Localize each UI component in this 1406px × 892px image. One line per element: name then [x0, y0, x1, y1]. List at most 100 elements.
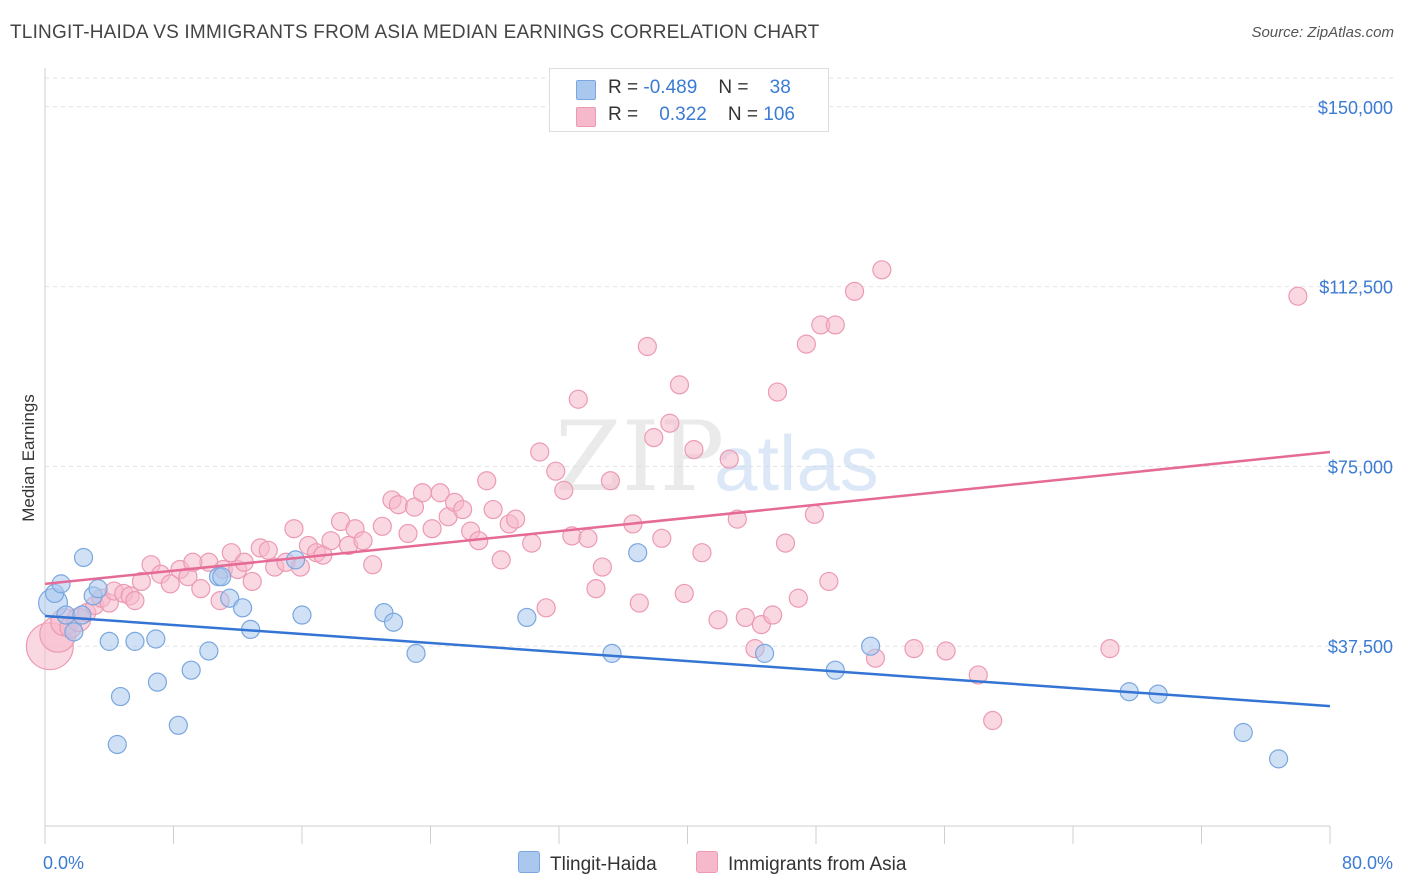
point-immigrants-from-asia — [804, 504, 824, 524]
point-immigrants-from-asia — [191, 579, 211, 599]
point-tlingit-haida — [628, 543, 648, 563]
point-immigrants-from-asia — [637, 336, 657, 357]
point-tlingit-haida — [220, 588, 240, 608]
point-tlingit-haida — [88, 579, 108, 599]
point-immigrants-from-asia — [1288, 286, 1308, 306]
point-tlingit-haida — [383, 612, 404, 632]
point-tlingit-haida — [64, 622, 84, 642]
point-immigrants-from-asia — [872, 260, 892, 280]
point-immigrants-from-asia — [477, 471, 497, 491]
point-immigrants-from-asia — [372, 516, 392, 536]
axes — [44, 68, 1331, 844]
trendlines — [44, 450, 1331, 708]
point-immigrants-from-asia — [183, 552, 203, 572]
point-immigrants-from-asia — [819, 571, 839, 592]
point-immigrants-from-asia — [936, 641, 956, 661]
point-tlingit-haida — [168, 715, 188, 735]
point-immigrants-from-asia — [708, 610, 728, 630]
point-immigrants-from-asia — [536, 598, 556, 618]
legend-r-label: R = — [608, 104, 639, 125]
point-tlingit-haida — [72, 605, 92, 625]
point-immigrants-from-asia — [125, 591, 145, 611]
point-immigrants-from-asia — [388, 495, 408, 515]
point-immigrants-from-asia — [522, 533, 542, 553]
point-immigrants-from-asia — [422, 519, 442, 539]
point-immigrants-from-asia — [684, 440, 704, 460]
point-immigrants-from-asia — [904, 638, 924, 659]
point-tlingit-haida — [517, 607, 537, 628]
point-immigrants-from-asia — [530, 442, 550, 462]
legend-r-label: R = — [608, 77, 639, 98]
point-immigrants-from-asia — [430, 483, 450, 503]
x-tick-label: 80.0% — [1342, 853, 1393, 873]
point-immigrants-from-asia — [258, 540, 278, 560]
bottom-legend-tlingit-haida: Tlingit-Haida — [518, 851, 657, 876]
tick-labels: $37,500 $75,000 $112,500 $150,000 0.0% 80.0% — [43, 98, 1393, 873]
point-tlingit-haida — [292, 605, 312, 625]
point-immigrants-from-asia — [412, 483, 433, 503]
chart-title: TLINGIT-HAIDA VS IMMIGRANTS FROM ASIA ME… — [10, 22, 820, 43]
point-immigrants-from-asia — [788, 588, 808, 608]
point-immigrants-from-asia — [554, 480, 574, 500]
point-immigrants-from-asia — [568, 389, 588, 409]
trendline-immigrants-from-asia — [44, 450, 1331, 586]
bottom-legend-label: Immigrants from Asia — [728, 854, 907, 875]
point-immigrants-from-asia — [592, 557, 612, 577]
point-immigrants-from-asia — [763, 605, 783, 625]
point-immigrants-from-asia — [546, 461, 566, 481]
point-immigrants-from-asia — [727, 509, 747, 529]
legend-r-value: -0.489 — [643, 77, 698, 98]
point-immigrants-from-asia — [629, 593, 649, 613]
point-immigrants-from-asia — [506, 509, 526, 529]
point-tlingit-haida — [754, 643, 775, 663]
point-tlingit-haida — [199, 641, 219, 661]
legend-swatch-pink — [576, 107, 596, 127]
watermark-atlas: atlas — [714, 419, 879, 507]
point-immigrants-from-asia — [600, 471, 621, 491]
point-tlingit-haida — [56, 605, 76, 625]
point-immigrants-from-asia — [674, 583, 694, 604]
point-tlingit-haida — [99, 631, 119, 651]
point-tlingit-haida — [110, 686, 131, 707]
bottom-legend-label: Tlingit-Haida — [550, 854, 657, 875]
point-immigrants-from-asia — [284, 519, 304, 539]
point-tlingit-haida — [232, 598, 253, 618]
point-immigrants-from-asia — [242, 571, 262, 592]
y-tick-label: $112,500 — [1319, 278, 1393, 298]
point-tlingit-haida — [1233, 722, 1253, 743]
point-immigrants-from-asia — [968, 665, 988, 685]
point-immigrants-from-asia — [221, 543, 241, 563]
point-immigrants-from-asia — [453, 499, 473, 520]
legend-n-value: 106 — [763, 104, 795, 125]
point-tlingit-haida — [146, 629, 166, 649]
point-tlingit-haida — [212, 567, 232, 587]
point-immigrants-from-asia — [586, 579, 606, 599]
point-immigrants-from-asia — [483, 499, 503, 520]
point-immigrants-from-asia — [735, 607, 755, 628]
point-tlingit-haida — [73, 547, 94, 568]
point-immigrants-from-asia — [669, 375, 690, 395]
point-immigrants-from-asia — [844, 281, 865, 301]
bottom-legend-immigrants-from-asia: Immigrants from Asia — [696, 851, 906, 876]
point-immigrants-from-asia — [644, 428, 664, 448]
point-immigrants-from-asia — [321, 531, 341, 551]
source-label: Source: ZipAtlas.com — [1251, 24, 1394, 41]
point-immigrants-from-asia — [719, 449, 739, 469]
point-tlingit-haida — [125, 631, 145, 651]
point-immigrants-from-asia — [363, 555, 383, 575]
point-tlingit-haida — [147, 672, 168, 692]
bottom-legend-swatch-pink — [696, 851, 718, 873]
point-immigrants-from-asia — [692, 543, 712, 563]
point-immigrants-from-asia — [983, 710, 1003, 731]
legend-r-value: 0.322 — [659, 104, 707, 125]
point-immigrants-from-asia — [404, 497, 425, 517]
watermark: ZIP atlas — [555, 401, 879, 513]
point-immigrants-from-asia — [353, 531, 373, 551]
point-immigrants-from-asia — [775, 533, 796, 553]
legend-n-label: N = — [718, 77, 749, 98]
legend-n-value: 38 — [769, 77, 791, 98]
y-tick-label: $75,000 — [1328, 457, 1393, 477]
point-immigrants-from-asia — [398, 523, 418, 544]
point-tlingit-haida — [406, 643, 426, 663]
